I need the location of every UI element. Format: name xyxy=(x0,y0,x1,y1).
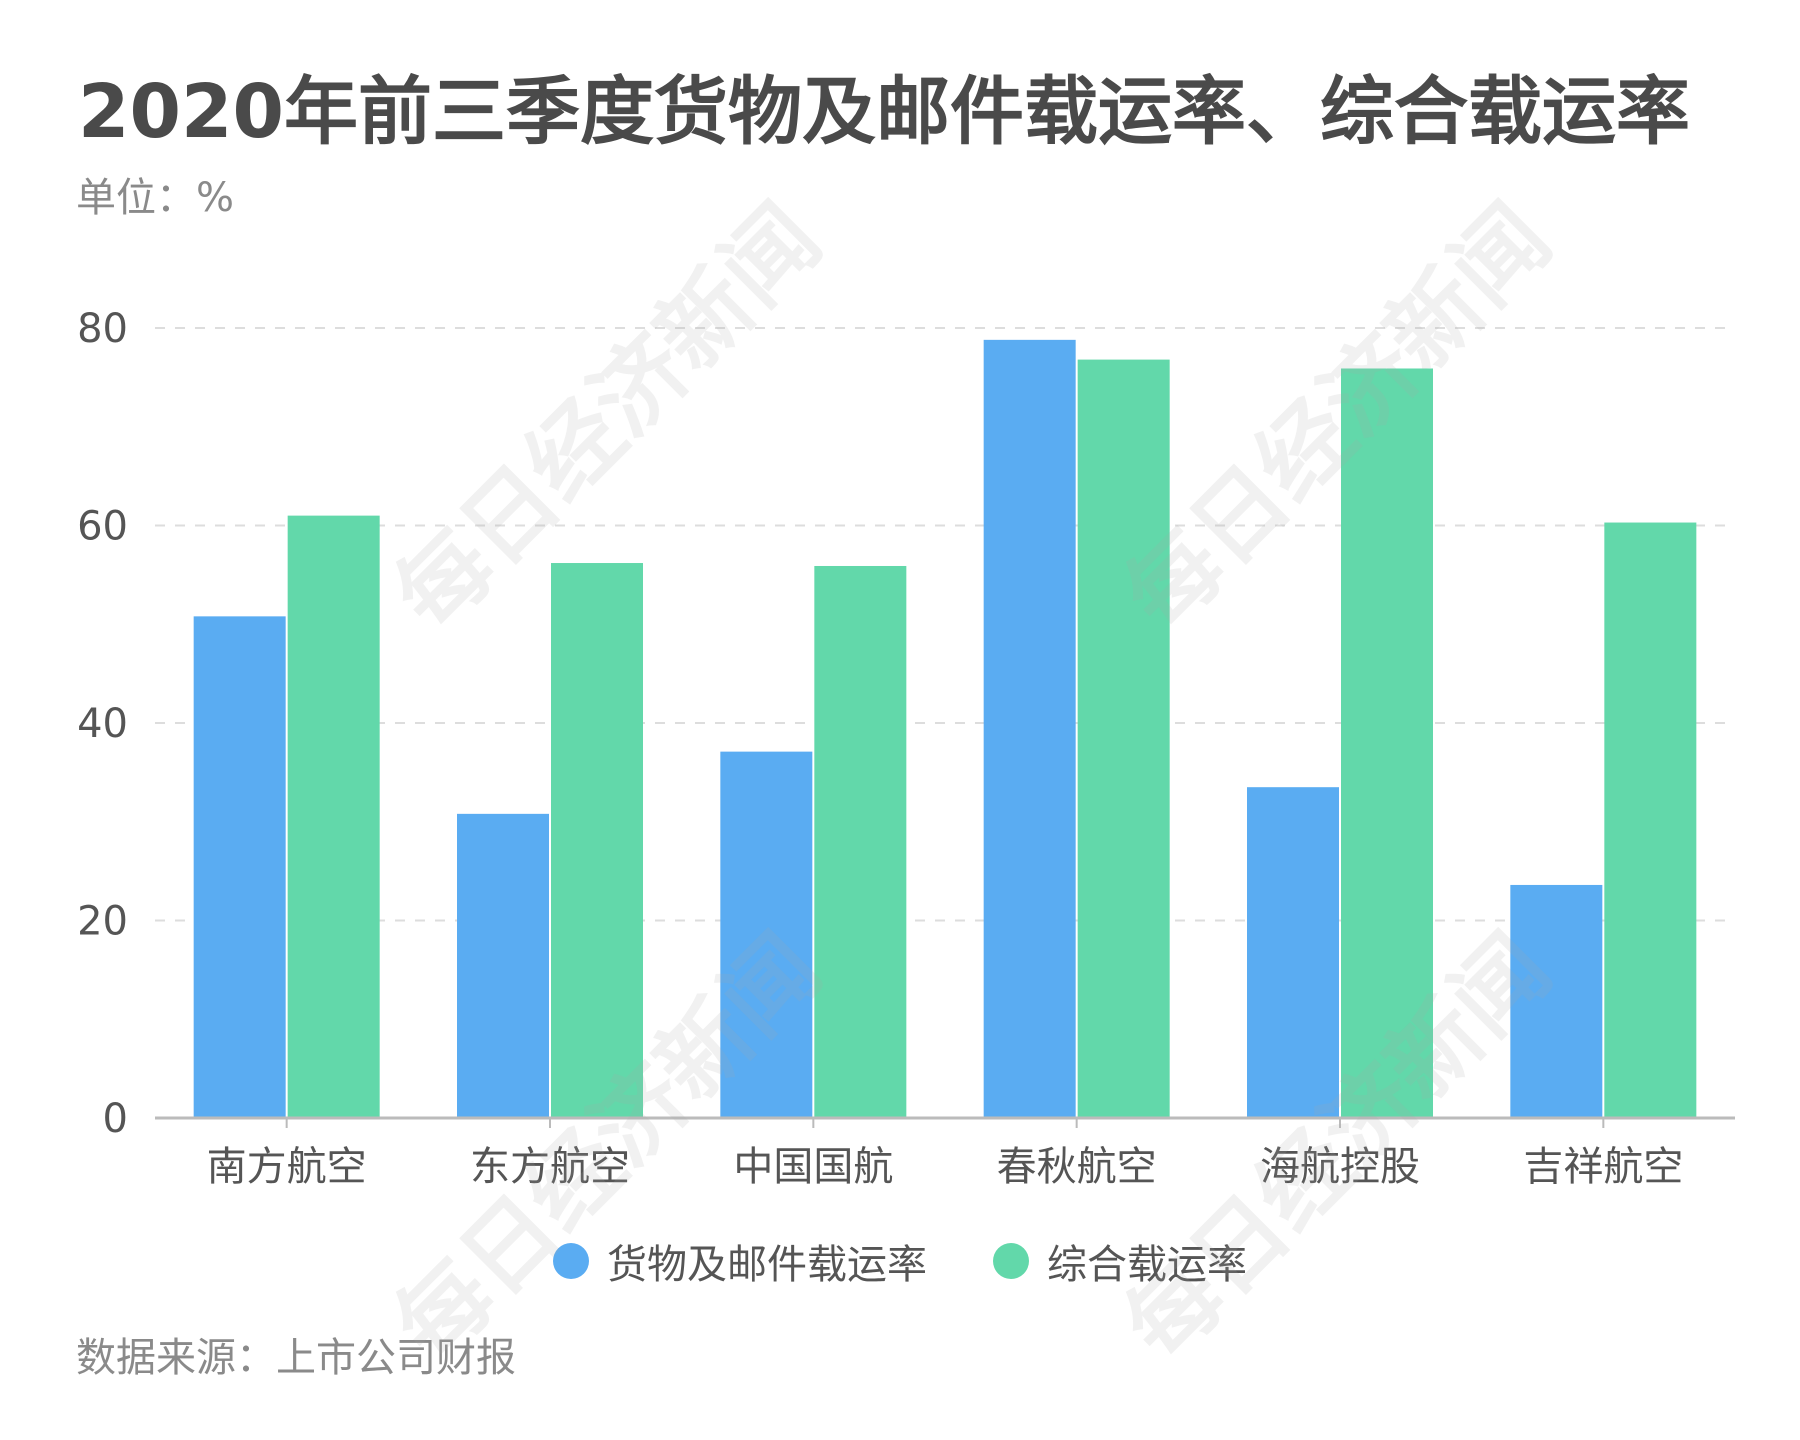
x-tick-label: 东方航空 xyxy=(470,1144,630,1190)
unit-label: 单位：% xyxy=(76,175,235,221)
bar-cargo[interactable] xyxy=(983,339,1076,1119)
bar-overall[interactable] xyxy=(814,565,907,1118)
x-tick-label: 春秋航空 xyxy=(997,1144,1157,1190)
chart-title: 2020年前三季度货物及邮件载运率、综合载运率 xyxy=(78,69,1690,155)
y-tick-label: 80 xyxy=(77,306,128,352)
bar-cargo[interactable] xyxy=(457,813,549,1118)
bar-overall[interactable] xyxy=(551,563,643,1118)
bar-overall[interactable] xyxy=(1604,522,1697,1118)
y-tick-label: 60 xyxy=(77,504,128,550)
y-tick-label: 0 xyxy=(103,1096,128,1142)
x-axis xyxy=(155,1116,1735,1128)
data-source: 数据来源：上市公司财报 xyxy=(76,1335,516,1381)
x-tick-label: 海航控股 xyxy=(1260,1144,1420,1190)
legend-item-cargo[interactable]: 货物及邮件载运率 xyxy=(553,1232,927,1290)
bars xyxy=(193,339,1697,1119)
y-tick-label: 40 xyxy=(77,701,128,747)
bar-overall[interactable] xyxy=(1341,368,1433,1118)
grid-lines xyxy=(155,327,1735,922)
bar-cargo[interactable] xyxy=(1247,787,1339,1118)
x-axis-labels: 南方航空 东方航空 中国国航 春秋航空 海航控股 吉祥航空 xyxy=(207,1144,1684,1190)
x-tick-label: 南方航空 xyxy=(207,1144,367,1190)
x-tick-label: 吉祥航空 xyxy=(1523,1144,1683,1190)
x-tick-label: 中国国航 xyxy=(733,1144,893,1190)
legend-label-overall: 综合载运率 xyxy=(1047,1242,1247,1288)
legend-item-overall[interactable]: 综合载运率 xyxy=(993,1232,1247,1290)
bar-cargo[interactable] xyxy=(720,751,813,1118)
y-tick-label: 20 xyxy=(77,899,128,945)
legend-dot-cargo-icon xyxy=(553,1243,589,1279)
bar-overall[interactable] xyxy=(1077,359,1170,1119)
legend-label-cargo: 货物及邮件载运率 xyxy=(607,1242,927,1288)
bar-cargo[interactable] xyxy=(1510,884,1603,1118)
bar-cargo[interactable] xyxy=(193,616,286,1118)
legend: 货物及邮件载运率 综合载运率 xyxy=(0,1232,1800,1290)
bar-overall[interactable] xyxy=(287,515,380,1118)
legend-dot-overall-icon xyxy=(993,1243,1029,1279)
y-axis-ticks: 0 20 40 60 80 xyxy=(77,306,128,1142)
